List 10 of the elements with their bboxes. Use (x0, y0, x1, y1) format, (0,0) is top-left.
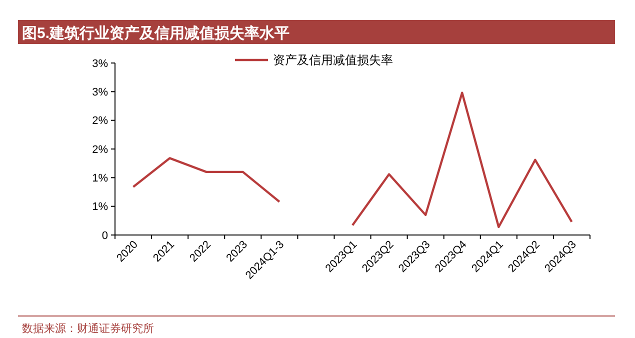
y-tick-label: 1% (92, 201, 108, 214)
source-note: 数据来源：财通证券研究所 (22, 322, 154, 335)
y-tick-label: 3% (92, 58, 108, 70)
y-tick-label: 2% (92, 115, 108, 128)
y-tick-label: 1% (92, 172, 108, 185)
chart-title: 图5.建筑行业资产及信用减值损失率水平 (22, 24, 290, 42)
y-tick-label: 2% (92, 144, 108, 156)
legend-label: 资产及信用减值损失率 (273, 53, 393, 68)
y-tick-label: 3% (92, 86, 108, 99)
y-tick-label: 0 (102, 230, 108, 242)
